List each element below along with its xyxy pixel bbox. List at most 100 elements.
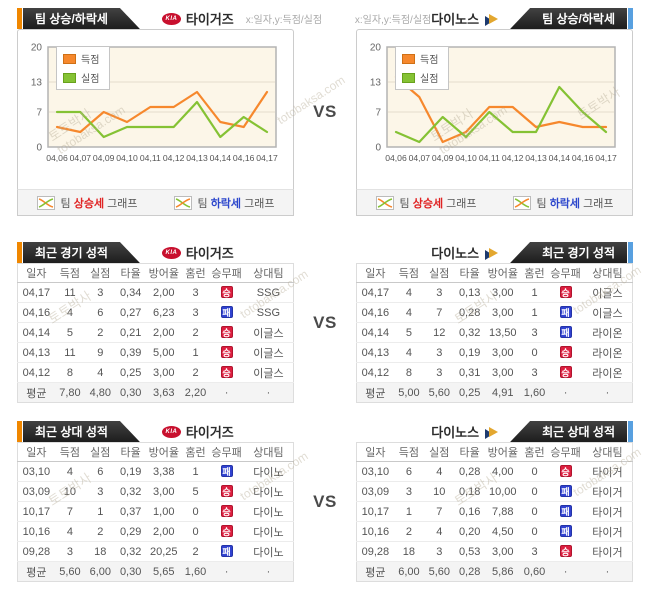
table-cell: 7,80 bbox=[54, 382, 86, 403]
table-cell: 0,13 bbox=[454, 282, 485, 303]
trend-panel-dinos: x:일자,y:득점/실점 다이노스 팀 상승/하락세 득점 bbox=[354, 8, 633, 216]
trend-panel-tigers: 팀 상승/하락세 KIA 타이거즈 x:일자,y:득점/실점 득점 실점 bbox=[17, 8, 322, 216]
win-badge: 승 bbox=[220, 346, 233, 358]
win-badge: 승 bbox=[220, 485, 233, 497]
loss-badge: 패 bbox=[559, 525, 572, 537]
table-cell: 1,00 bbox=[145, 501, 182, 522]
table-cell: 다이노 bbox=[243, 521, 294, 542]
table-cell: 04,13 bbox=[17, 342, 55, 363]
rise-graph-link[interactable]: 팀 상승세 그래프 bbox=[36, 195, 138, 211]
table-cell: 1 bbox=[520, 282, 549, 303]
table-cell: 3 bbox=[54, 541, 86, 562]
table-cell: · bbox=[582, 561, 633, 582]
table-cell: 4 bbox=[54, 302, 86, 323]
fall-graph-link[interactable]: 팀 하락세 그래프 bbox=[512, 195, 613, 211]
table-cell: 4,80 bbox=[85, 382, 116, 403]
column-header: 득점 bbox=[54, 263, 86, 283]
table-cell: 0,31 bbox=[454, 362, 485, 383]
team-name: 다이노스 bbox=[431, 425, 480, 440]
orange-accent-bar bbox=[17, 421, 22, 442]
column-header: 홈런 bbox=[181, 263, 210, 283]
table-cell: 2 bbox=[181, 541, 210, 562]
table-cell: 3 bbox=[85, 282, 116, 303]
team-tigers: KIA 타이거즈 bbox=[161, 242, 234, 263]
table-cell: 2 bbox=[181, 362, 210, 383]
team-dinos: 다이노스 bbox=[431, 421, 499, 442]
table-cell: 타이거 bbox=[582, 461, 633, 482]
svg-text:04,17: 04,17 bbox=[595, 153, 617, 163]
table-row: 03,10 6 4 0,28 4,00 0 승 타이거 bbox=[356, 461, 633, 482]
axis-caption: x:일자,y:득점/실점 bbox=[354, 15, 432, 26]
team-name: 타이거즈 bbox=[185, 246, 234, 261]
score-swatch-icon bbox=[63, 53, 76, 64]
table-cell: 이글스 bbox=[243, 362, 294, 383]
table-cell: · bbox=[209, 561, 244, 582]
win-badge: 승 bbox=[559, 366, 572, 378]
table-cell: 0 bbox=[181, 501, 210, 522]
trend-lines-icon bbox=[512, 195, 531, 210]
table-cell: 평균 bbox=[17, 561, 55, 582]
table-cell: 3,00 bbox=[145, 481, 182, 502]
table-cell: 7 bbox=[424, 501, 455, 522]
fall-graph-link[interactable]: 팀 하락세 그래프 bbox=[173, 195, 274, 211]
table-row: 04,13 11 9 0,39 5,00 1 승 이글스 bbox=[17, 342, 294, 363]
section-title-tab: 최근 상대 성적 bbox=[23, 421, 140, 442]
table-cell: 3 bbox=[181, 282, 210, 303]
table-cell: 0 bbox=[520, 461, 549, 482]
table-cell: 6,00 bbox=[393, 561, 425, 582]
table-cell: 04,16 bbox=[356, 302, 394, 323]
svg-text:20: 20 bbox=[370, 43, 382, 54]
team-dinos: 다이노스 bbox=[431, 242, 499, 263]
table-cell: 1 bbox=[181, 342, 210, 363]
table-row: 04,16 4 7 0,28 3,00 1 패 이글스 bbox=[356, 302, 633, 323]
column-header: 득점 bbox=[393, 442, 425, 462]
legend-score: 득점 bbox=[63, 51, 99, 66]
table-cell: 3 bbox=[393, 481, 425, 502]
table-cell: 3 bbox=[424, 282, 455, 303]
recent-header-tigers: 최근 경기 성적 KIA 타이거즈 bbox=[17, 242, 294, 263]
table-cell: · bbox=[243, 561, 294, 582]
table-cell: 18 bbox=[85, 541, 116, 562]
win-badge: 승 bbox=[220, 505, 233, 517]
table-row: 04,14 5 2 0,21 2,00 2 승 이글스 bbox=[17, 322, 294, 343]
table-cell: 패 bbox=[548, 302, 583, 323]
table-cell: 0,60 bbox=[520, 561, 549, 582]
orange-accent-bar bbox=[17, 242, 22, 263]
table-row: 04,16 4 6 0,27 6,23 3 패 SSG bbox=[17, 302, 294, 323]
h2h-panel-dinos: 다이노스 최근 상대 성적 일자 득점 실점 타율 방어율 홈런 승무패 상대팀 03,10 6 4… bbox=[356, 421, 633, 582]
column-header: 상대팀 bbox=[582, 442, 633, 462]
table-cell: 3 bbox=[424, 541, 455, 562]
table-cell: 타이거 bbox=[582, 521, 633, 542]
column-header: 방어율 bbox=[484, 442, 521, 462]
score-swatch-icon bbox=[402, 53, 415, 64]
table-cell: 0 bbox=[520, 521, 549, 542]
table-cell: 이글스 bbox=[243, 342, 294, 363]
table-cell: 5,00 bbox=[393, 382, 425, 403]
table-cell: 승 bbox=[209, 322, 244, 343]
table-cell: 4 bbox=[393, 282, 425, 303]
table-cell: 20,25 bbox=[145, 541, 182, 562]
team-name: 다이노스 bbox=[431, 246, 480, 261]
table-cell: 2 bbox=[393, 521, 425, 542]
table-cell: 7 bbox=[424, 302, 455, 323]
legend-concede-label: 실점 bbox=[420, 74, 439, 85]
table-cell: 09,28 bbox=[17, 541, 55, 562]
win-badge: 승 bbox=[559, 545, 572, 557]
table-cell: 4,91 bbox=[484, 382, 521, 403]
average-row: 평균 5,60 6,00 0,30 5,65 1,60 · · bbox=[17, 561, 294, 582]
win-badge: 승 bbox=[559, 286, 572, 298]
column-header-row: 일자 득점 실점 타율 방어율 홈런 승무패 상대팀 bbox=[17, 263, 294, 283]
table-row: 04,17 11 3 0,34 2,00 3 승 SSG bbox=[17, 282, 294, 303]
table-cell: 0,18 bbox=[454, 481, 485, 502]
table-cell: 11 bbox=[54, 342, 86, 363]
table-cell: 2 bbox=[85, 322, 116, 343]
section-title-tab: 팀 상승/하락세 bbox=[510, 8, 627, 29]
rise-graph-link[interactable]: 팀 상승세 그래프 bbox=[375, 195, 477, 211]
column-header: 상대팀 bbox=[243, 442, 294, 462]
legend-concede: 실점 bbox=[63, 70, 99, 85]
trend-section: 팀 상승/하락세 KIA 타이거즈 x:일자,y:득점/실점 득점 실점 bbox=[17, 8, 634, 216]
team-dinos: 다이노스 bbox=[431, 8, 499, 29]
win-badge: 승 bbox=[220, 286, 233, 298]
table-cell: 패 bbox=[548, 481, 583, 502]
table-cell: 패 bbox=[209, 302, 244, 323]
